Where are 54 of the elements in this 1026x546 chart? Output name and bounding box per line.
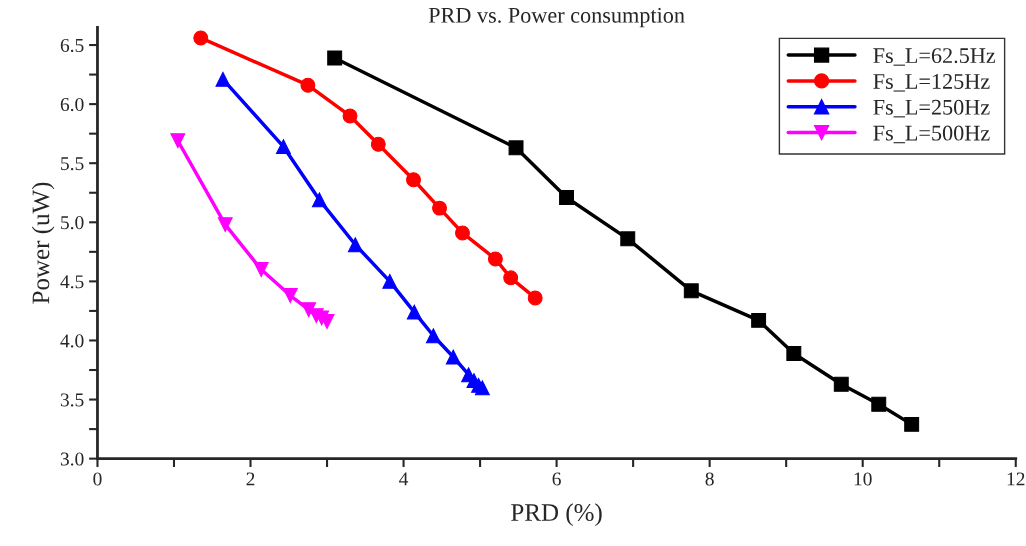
legend-label: Fs_L=250Hz <box>873 99 990 118</box>
point <box>275 139 291 155</box>
point <box>406 304 422 320</box>
x-tick-label: 0 <box>93 472 102 486</box>
point <box>620 231 636 247</box>
point <box>342 108 358 124</box>
x-tick-label: 2 <box>246 472 255 486</box>
point <box>455 225 470 241</box>
legend-label: Fs_L=500Hz <box>873 125 990 144</box>
y-tick-label: 4.0 <box>60 334 84 348</box>
point <box>282 288 298 304</box>
point <box>425 328 441 344</box>
point <box>406 172 421 188</box>
point <box>215 71 231 87</box>
chart-title: PRD vs. Power consumption <box>428 7 685 28</box>
point <box>445 349 461 365</box>
point <box>253 262 269 278</box>
point <box>170 133 186 149</box>
point <box>432 200 447 216</box>
point <box>871 396 887 412</box>
legend-label: Fs_L=125Hz <box>873 73 990 92</box>
x-axis-title: PRD (%) <box>511 503 602 527</box>
x-tick-label: 8 <box>705 472 714 486</box>
point <box>487 251 503 267</box>
point <box>382 273 398 289</box>
point <box>327 50 343 66</box>
point <box>217 217 233 233</box>
point <box>751 312 767 328</box>
y-axis-title: Power (uW) <box>31 182 55 304</box>
point <box>508 140 524 156</box>
y-tick-label: 5.0 <box>61 216 84 230</box>
y-tick-label: 6.0 <box>60 97 84 112</box>
y-tick-label: 4.5 <box>60 275 84 289</box>
point <box>904 416 920 432</box>
y-tick-label: 3.0 <box>60 452 84 466</box>
y-tick-label: 3.5 <box>60 393 84 407</box>
point <box>193 30 209 46</box>
legend-label: Fs_L=62.5Hz <box>873 48 996 66</box>
y-tick-label: 5.5 <box>61 157 84 171</box>
x-tick-label: 4 <box>399 472 409 486</box>
point <box>311 192 327 208</box>
point <box>527 290 543 306</box>
x-tick-label: 10 <box>854 472 872 486</box>
point <box>370 136 386 152</box>
point <box>347 237 363 253</box>
point <box>786 346 802 361</box>
point <box>300 77 316 93</box>
point <box>833 376 849 392</box>
point <box>559 190 575 205</box>
point <box>503 270 519 286</box>
x-tick-label: 6 <box>552 472 561 486</box>
y-tick-label: 6.5 <box>60 38 84 53</box>
point <box>683 283 699 299</box>
x-tick-label: 12 <box>1007 472 1025 486</box>
